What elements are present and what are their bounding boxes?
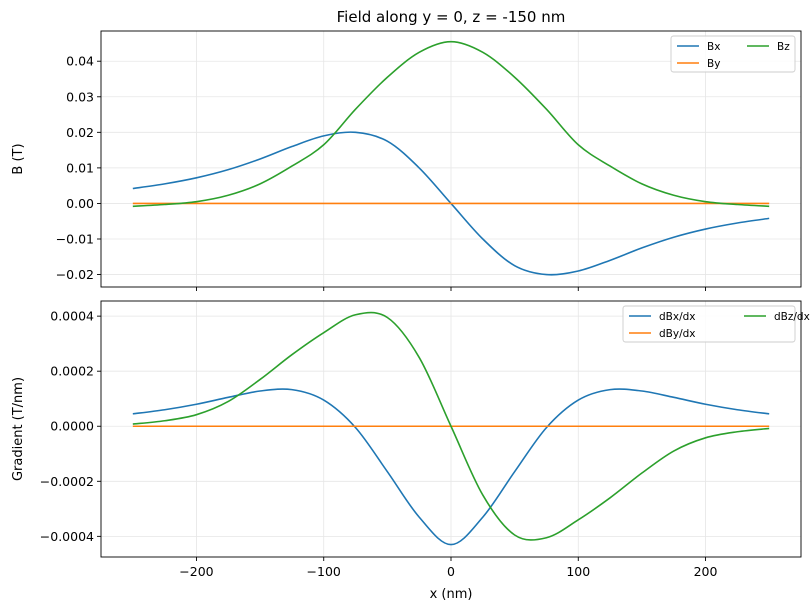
y-tick-label: 0.01 bbox=[66, 160, 94, 175]
y-tick-label: 0.02 bbox=[66, 125, 94, 140]
legend-label-dby-dx: dBy/dx bbox=[659, 328, 696, 340]
y-tick-label: −0.0002 bbox=[40, 474, 94, 489]
legend-label-bx: Bx bbox=[707, 41, 720, 53]
y-tick-label: 0.0000 bbox=[50, 419, 94, 434]
series-line-dbz-dx bbox=[132, 311, 770, 541]
legend-label-bz: Bz bbox=[777, 41, 790, 53]
legend-label-dbx-dx: dBx/dx bbox=[659, 311, 696, 323]
bottom-panel-gradient: −200 −100 0 100 200 −0.0004 −0.0002 0.0000 0.000… bbox=[11, 300, 810, 602]
y-tick-label: 0.04 bbox=[66, 54, 94, 69]
x-axis-label: x (nm) bbox=[430, 587, 473, 602]
y-axis-label: Gradient (T/nm) bbox=[11, 377, 26, 481]
x-tick-label: −100 bbox=[307, 564, 341, 579]
x-tick-label: −200 bbox=[179, 564, 213, 579]
x-tick-label: 0 bbox=[447, 564, 455, 579]
y-tick-label: 0.0004 bbox=[50, 309, 94, 324]
legend: Bx By Bz bbox=[670, 35, 796, 73]
y-tick-label: −0.02 bbox=[56, 267, 94, 282]
y-tick-label: −0.0004 bbox=[40, 529, 94, 544]
legend-box bbox=[622, 305, 796, 343]
chart-title: Field along y = 0, z = -150 nm bbox=[337, 8, 566, 26]
y-tick-label: 0.0002 bbox=[50, 364, 94, 379]
y-tick-label: −0.01 bbox=[56, 232, 94, 247]
y-tick-label: 0.00 bbox=[66, 196, 94, 211]
x-tick-label: 200 bbox=[694, 564, 718, 579]
y-tick-label: 0.03 bbox=[66, 89, 94, 104]
legend-label-by: By bbox=[707, 58, 720, 70]
legend: dBx/dx dBy/dx dBz/dx bbox=[622, 305, 810, 343]
legend-box bbox=[670, 35, 796, 73]
legend-label-dbz-dx: dBz/dx bbox=[774, 311, 810, 323]
y-axis-label: B (T) bbox=[11, 143, 26, 174]
x-tick-label: 100 bbox=[566, 564, 590, 579]
series-line-bz bbox=[132, 40, 770, 208]
top-panel-field: −0.02 −0.01 0.00 0.01 0.02 0.03 0.04 Field alon… bbox=[11, 8, 802, 291]
